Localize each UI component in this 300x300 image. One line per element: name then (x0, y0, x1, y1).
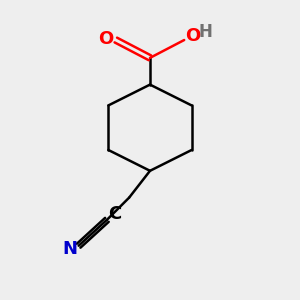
Text: N: N (62, 240, 77, 258)
Text: H: H (199, 23, 213, 41)
Text: C: C (108, 206, 121, 224)
Text: O: O (98, 29, 113, 47)
Text: O: O (185, 28, 201, 46)
